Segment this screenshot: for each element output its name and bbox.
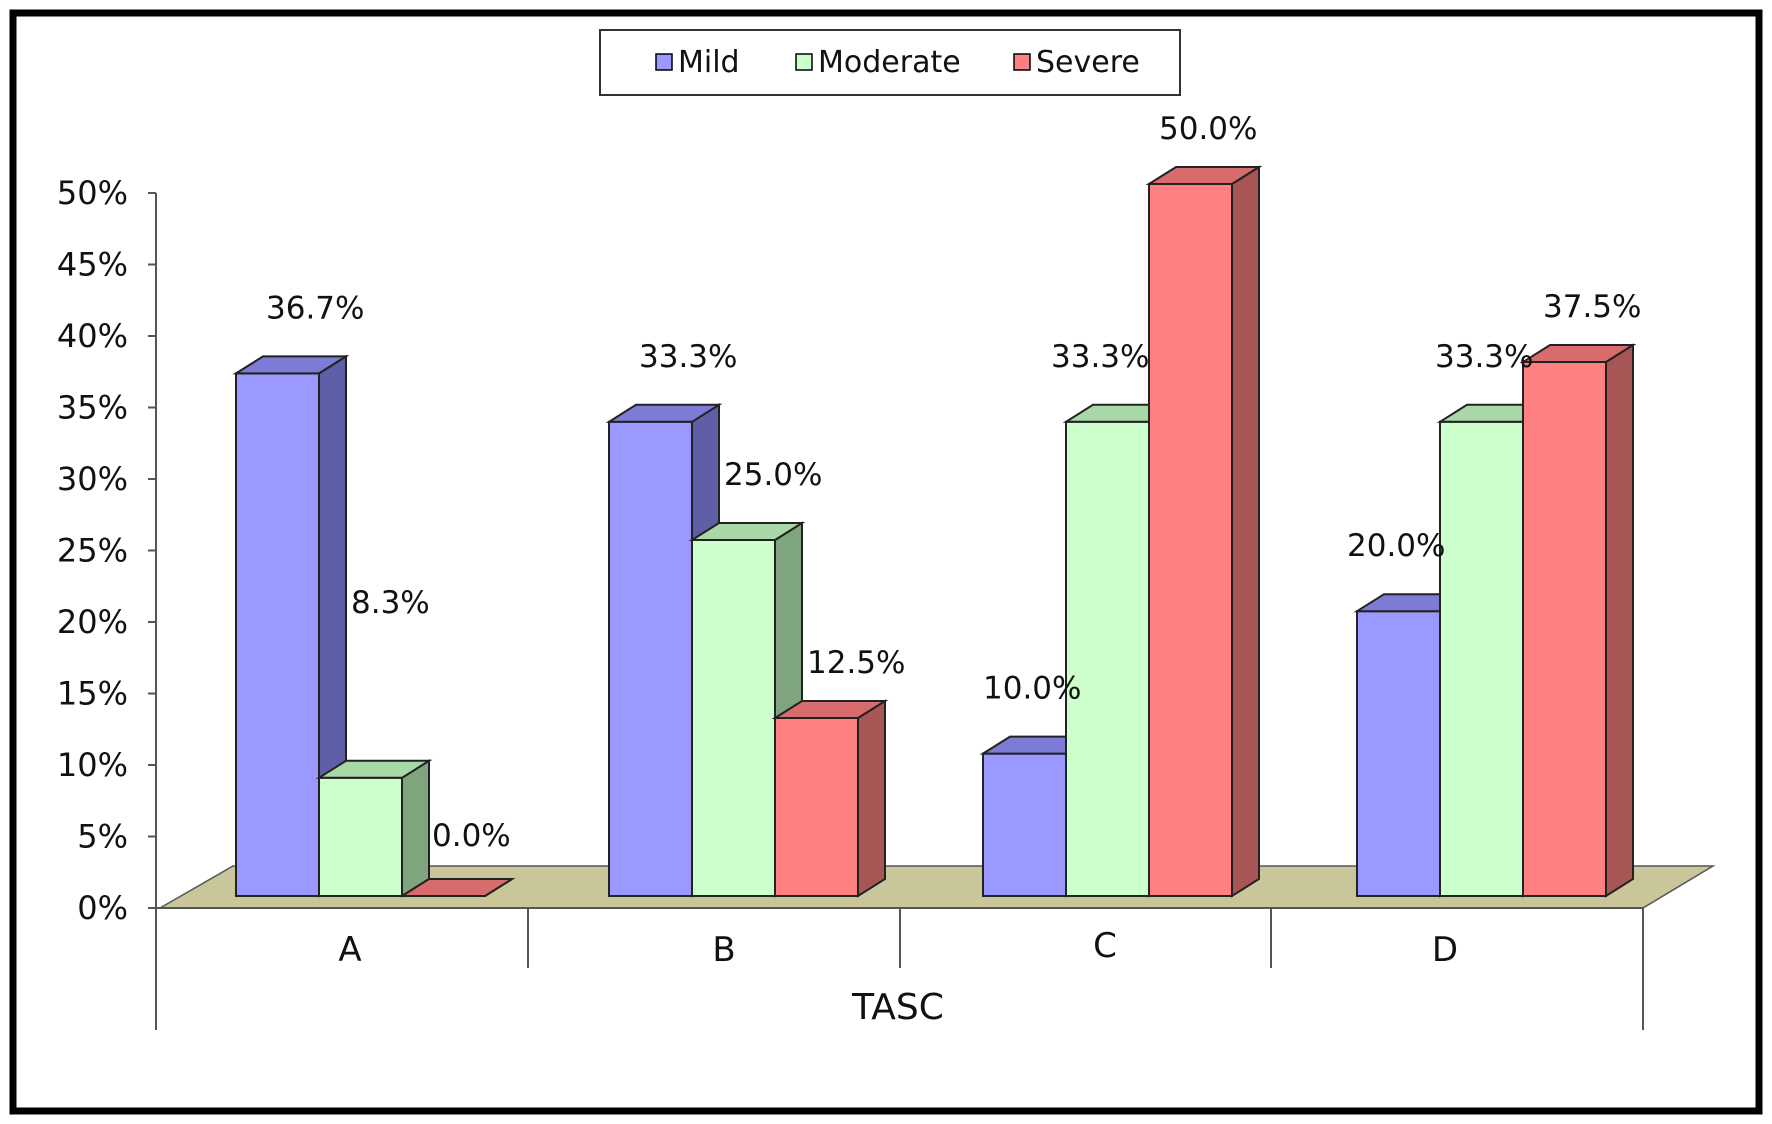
legend-box [599,29,1181,96]
legend: Mild Moderate Severe [599,29,1181,96]
data-label-moderate-a: 8.3% [351,585,430,621]
bar-top [688,522,806,541]
bar-severe-d [1519,343,1637,898]
y-tick-label: 30% [57,460,128,498]
bar-top [398,878,516,897]
bar-side [1605,343,1634,898]
data-label-moderate-c: 33.3% [1051,339,1149,375]
bar-front [318,776,403,897]
y-tick-label: 15% [57,675,128,713]
y-tick-label: 40% [57,317,128,355]
legend-label-moderate: Moderate [818,45,961,80]
data-label-severe-c: 50.0% [1159,111,1257,147]
x-tick-label-a: A [338,930,361,970]
y-tick-label: 45% [57,246,128,284]
bar-front [1065,420,1150,897]
data-label-severe-b: 12.5% [807,645,905,681]
bar-moderate-a [315,758,433,898]
data-label-moderate-b: 25.0% [724,457,822,493]
legend-swatch-mild [655,53,673,71]
y-tick-label: 10% [57,746,128,784]
x-tick-label-d: D [1432,930,1458,970]
bar-severe-c [1145,165,1263,898]
x-axis-title: TASC [851,987,944,1028]
y-axis: 0% 5% 10% 15% 20% 25% 30% 35% 40% 45% 50% [57,174,156,927]
y-tick-label: 5% [77,818,128,856]
y-tick-label: 25% [57,532,128,570]
y-tick-label: 35% [57,389,128,427]
bar-front [774,717,859,897]
bar-top [1145,166,1263,185]
x-tick-label-c: C [1093,926,1117,966]
data-label-severe-d: 37.5% [1543,289,1641,325]
bar-front [982,752,1067,897]
bar-front [1522,361,1607,897]
bar-top [1519,344,1637,363]
y-tick-label: 50% [57,174,128,212]
data-label-severe-a: 0.0% [432,818,511,854]
bar-top [605,403,723,423]
x-tick-label-b: B [712,930,735,970]
bar-side [857,699,886,898]
bar-top [232,355,350,375]
legend-label-mild: Mild [678,45,740,80]
bar-side [401,758,430,898]
x-axis: A B C D TASC [155,907,1644,1030]
legend-label-severe: Severe [1036,45,1140,80]
legend-swatch-moderate [795,53,813,71]
bar-top [771,700,889,719]
data-label-mild-a: 36.7% [266,290,364,326]
data-label-mild-c: 10.0% [983,671,1081,707]
y-tick-label: 20% [57,603,128,641]
bar-severe-b [771,699,889,898]
bar-side [1231,165,1260,898]
legend-swatch-severe [1013,53,1031,71]
data-label-mild-b: 33.3% [639,339,737,375]
y-tick-label: 0% [77,889,128,927]
bar-front [235,372,320,897]
bar-top [315,759,433,779]
bar-front [1356,610,1441,897]
bar-front [608,420,693,897]
data-label-mild-d: 20.0% [1347,528,1445,564]
bar-front [1439,420,1524,897]
data-labels-group: 36.7% 8.3% 0.0% 33.3% 25.0% 12.5% 10.0% 33.3% 50… [266,111,1641,854]
data-label-moderate-d: 33.3% [1435,339,1533,375]
bar-front [1148,183,1233,897]
bar-mild-a [232,354,350,898]
bar-front [691,539,776,897]
bar-severe-a [398,878,516,898]
bars-group [232,165,1637,898]
